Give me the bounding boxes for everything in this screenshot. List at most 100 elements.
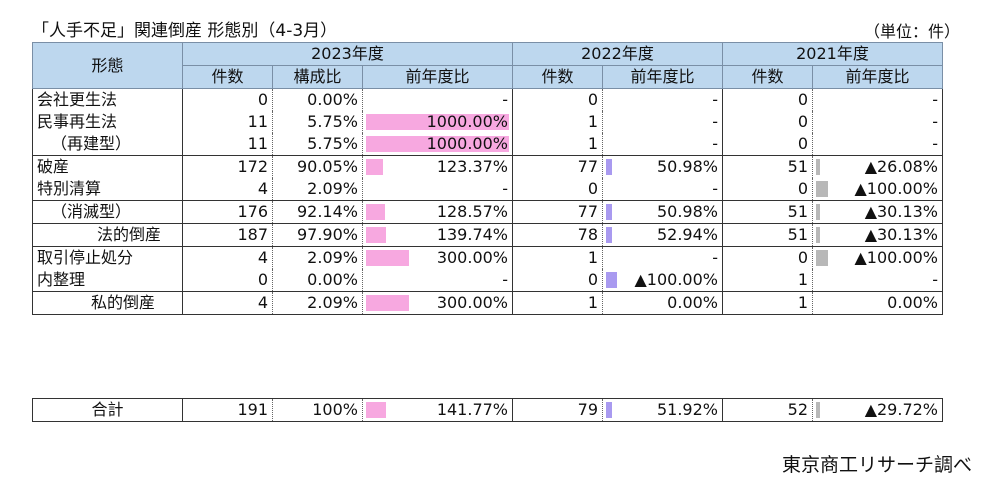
yoy-2021: 0.00% (812, 291, 943, 315)
source-credit: 東京商工リサーチ調べ (781, 454, 972, 476)
yoy-2023: - (362, 88, 513, 111)
yoy-bar-2022 (606, 227, 612, 243)
count-2022: 1 (587, 134, 598, 153)
count-2022: 1 (587, 112, 598, 131)
header-count-2023: 件数 (182, 65, 273, 89)
row-label: 内整理 (32, 269, 183, 292)
yoy-2021: - (812, 269, 943, 292)
share-2023: 5.75% (272, 133, 363, 156)
yoy-bar-2023 (366, 204, 385, 220)
row-label: 会社更生法 (32, 88, 183, 111)
yoy-2023: 1000.00% (362, 133, 513, 156)
count-2023: 0 (182, 88, 273, 111)
share-2023: 97.90% (272, 223, 363, 247)
yoy-bar-2022 (606, 402, 612, 418)
header-share-2023: 構成比 (272, 65, 363, 89)
row-label: 私的倒産 (32, 291, 183, 315)
share-2023: 0.00% (272, 269, 363, 292)
yoy-bar-2023 (366, 136, 509, 152)
table-row: 法的倒産 187 97.90% 139.74% 78 52.94% 51 ▲30.13% (32, 223, 943, 247)
count-2021: 51 (722, 200, 813, 224)
table-row: 内整理 0 0.00% -0 ▲100.00% 1- (32, 269, 943, 292)
table-row: 民事再生法 11 5.75% 1000.00% 1-0- (32, 111, 943, 133)
yoy-bar-2023 (366, 250, 409, 266)
yoy-2022: - (602, 246, 723, 269)
total-count-2021: 52 (722, 398, 813, 422)
row-label: 法的倒産 (32, 223, 183, 247)
count-2022: 77 (512, 155, 603, 178)
header-year-2023: 2023年度 (182, 42, 513, 66)
yoy-bar-2021 (816, 227, 820, 243)
count-2023: 4 (182, 246, 273, 269)
share-2023: 90.05% (272, 155, 363, 178)
table-row: 会社更生法 0 0.00% -0-0- (32, 88, 943, 111)
yoy-bar-2021 (816, 402, 820, 418)
yoy-2023: 1000.00% (362, 111, 513, 133)
yoy-bar-2023 (366, 159, 383, 175)
header-category: 形態 (32, 42, 183, 89)
share-2023: 92.14% (272, 200, 363, 224)
yoy-bar-2022 (606, 204, 612, 220)
yoy-bar-2022 (606, 272, 617, 288)
total-label: 合計 (32, 398, 183, 422)
header-count-2022: 件数 (512, 65, 603, 89)
yoy-2021: ▲26.08% (812, 155, 943, 178)
yoy-2021: ▲100.00% (812, 246, 943, 269)
table-title: 「人手不足」関連倒産 形態別（4-3月） (32, 21, 338, 41)
yoy-2022: 50.98% (602, 200, 723, 224)
count-2022: 1 (512, 291, 603, 315)
count-2023: 187 (182, 223, 273, 247)
count-2022: 78 (512, 223, 603, 247)
table-row: 破産 172 90.05% 123.37% 77 50.98% 51 ▲26.08% (32, 155, 943, 178)
header-yoy-2022: 前年度比 (602, 65, 723, 89)
row-label: 特別清算 (32, 178, 183, 201)
yoy-2022: 0.00% (602, 291, 723, 315)
yoy-2021: ▲100.00% (812, 178, 943, 201)
count-2023: 4 (182, 291, 273, 315)
row-label: 取引停止処分 (32, 246, 183, 269)
header-yoy-2023: 前年度比 (362, 65, 513, 89)
yoy-2023: 300.00% (362, 291, 513, 315)
count-2022: 0 (587, 179, 598, 198)
count-2021: 0 (797, 179, 808, 198)
share-2023: 2.09% (272, 246, 363, 269)
count-2021: 0 (797, 112, 808, 131)
total-table: 合計 191 100% 141.77% 79 51.92% 52 ▲29.72% (32, 398, 943, 422)
yoy-2021: ▲30.13% (812, 223, 943, 247)
count-2023: 0 (182, 269, 273, 292)
total-yoy-2023: 141.77% (362, 398, 513, 422)
table-row: 特別清算 4 2.09% -0-0 ▲100.00% (32, 178, 943, 201)
count-2022: 0 (587, 270, 598, 289)
yoy-2023: - (362, 269, 513, 292)
count-2021: 51 (722, 223, 813, 247)
count-2021: 1 (722, 291, 813, 315)
yoy-bar-2023 (366, 295, 409, 311)
table-row: （再建型） 11 5.75% 1000.00% 1-0- (32, 133, 943, 156)
yoy-bar-2021 (816, 181, 828, 197)
table-row: 取引停止処分 4 2.09% 300.00% 1-0 ▲100.00% (32, 246, 943, 269)
count-2021: 0 (797, 90, 808, 109)
count-2023: 11 (182, 133, 273, 156)
count-2022: 1 (512, 246, 603, 269)
count-2021: 0 (722, 246, 813, 269)
yoy-bar-2023 (366, 402, 386, 418)
table-row: 私的倒産 4 2.09% 300.00% 1 0.00% 1 0.00% (32, 291, 943, 315)
yoy-2023: 300.00% (362, 246, 513, 269)
yoy-2022: ▲100.00% (602, 269, 723, 292)
count-2021: 51 (722, 155, 813, 178)
total-yoy-2022: 51.92% (602, 398, 723, 422)
table-row: （消滅型） 176 92.14% 128.57% 77 50.98% 51 ▲30.13% (32, 200, 943, 224)
count-2021: 1 (797, 270, 808, 289)
yoy-2023: 128.57% (362, 200, 513, 224)
yoy-2021: - (812, 133, 943, 156)
count-2023: 4 (182, 178, 273, 201)
yoy-bar-2022 (606, 159, 612, 175)
count-2023: 176 (182, 200, 273, 224)
yoy-bar-2023 (366, 227, 386, 243)
yoy-bar-2021 (816, 250, 828, 266)
count-2022: 0 (587, 90, 598, 109)
count-2022: 77 (512, 200, 603, 224)
yoy-2022: - (602, 133, 723, 156)
share-2023: 5.75% (272, 111, 363, 133)
count-2021: 0 (797, 134, 808, 153)
